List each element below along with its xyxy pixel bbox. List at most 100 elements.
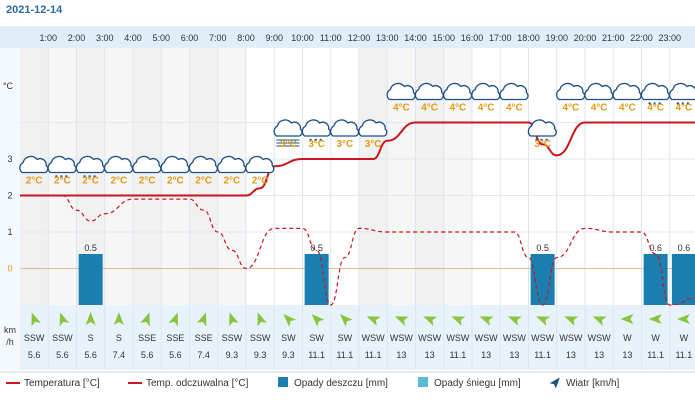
wind-direction: WSW bbox=[418, 333, 441, 343]
arrow-shape bbox=[549, 377, 560, 389]
hour-label: 22:00 bbox=[630, 33, 653, 43]
wind-arrow-icon bbox=[59, 312, 70, 327]
cloud-drizzle-icon bbox=[669, 82, 695, 105]
wind-direction: S bbox=[116, 333, 122, 343]
temp-label: 3°C bbox=[534, 139, 551, 150]
legend-snow-label: Opady śniegu [mm] bbox=[434, 378, 521, 389]
column-bg bbox=[133, 48, 162, 305]
wind-arrow-icon bbox=[394, 316, 409, 326]
temp-label: 3°C bbox=[308, 139, 325, 150]
wind-speed: 13 bbox=[396, 350, 406, 360]
hour-label: 17:00 bbox=[489, 33, 512, 43]
feels-like-series bbox=[20, 194, 695, 306]
arrow-shape bbox=[196, 312, 207, 327]
wind-direction: WSW bbox=[475, 333, 498, 343]
y-axis-strip bbox=[0, 48, 20, 370]
temp-label: 2°C bbox=[139, 176, 156, 187]
rain-bar bbox=[671, 254, 695, 305]
arrow-shape bbox=[676, 314, 690, 324]
wind-direction: SSE bbox=[195, 333, 213, 343]
arrow-shape bbox=[536, 316, 551, 326]
wind-arrow-icon bbox=[113, 312, 124, 325]
rain-bar bbox=[304, 254, 329, 305]
cloud-drizzle-icon bbox=[640, 82, 670, 105]
temp-label: 2°C bbox=[54, 176, 71, 187]
wind-direction: SSW bbox=[250, 333, 271, 343]
column-bg bbox=[217, 48, 246, 305]
arrow-shape bbox=[507, 316, 522, 326]
wind-arrow-icon bbox=[592, 316, 607, 326]
wind-speed: 5.6 bbox=[141, 350, 154, 360]
temp-label: 4°C bbox=[619, 103, 636, 114]
temp-label: 4°C bbox=[449, 103, 466, 114]
y-tick-label: 2 bbox=[7, 191, 12, 201]
wind-arrow-icon bbox=[85, 312, 96, 325]
temp-label: 3°C bbox=[280, 139, 297, 150]
wind-arrow-icon bbox=[620, 314, 634, 324]
wind-arrow-icon bbox=[283, 314, 297, 327]
cloud-shape bbox=[527, 119, 557, 137]
wind-arrow-icon bbox=[257, 312, 267, 327]
drizzle-dot bbox=[88, 175, 91, 178]
wind-direction: WSW bbox=[559, 333, 582, 343]
column-bg bbox=[246, 48, 275, 305]
arrow-shape bbox=[564, 316, 579, 326]
wind-arrow-icon bbox=[676, 314, 690, 324]
wind-direction: SSE bbox=[166, 333, 184, 343]
wind-speed: 13 bbox=[509, 350, 519, 360]
hour-label: 11:00 bbox=[320, 33, 342, 43]
wind-speed: 13 bbox=[425, 350, 435, 360]
cloud-shape bbox=[358, 119, 388, 137]
hour-label: 15:00 bbox=[432, 33, 455, 43]
cloud-icon bbox=[245, 155, 275, 174]
wind-arrow-icon bbox=[648, 314, 662, 324]
wind-speed: 7.4 bbox=[197, 350, 210, 360]
arrow-shape bbox=[423, 316, 438, 326]
wind-arrow-icon bbox=[140, 312, 150, 327]
drizzle-dot bbox=[93, 175, 96, 178]
wind-direction: SW bbox=[338, 333, 353, 343]
rain-value-label: 0.5 bbox=[536, 243, 549, 253]
arrow-shape bbox=[168, 312, 179, 327]
drizzle-dot bbox=[545, 138, 548, 142]
column-bg bbox=[330, 48, 359, 305]
arrow-shape bbox=[592, 316, 607, 326]
wind-speed: 13 bbox=[481, 350, 491, 360]
hour-label: 10:00 bbox=[291, 33, 314, 43]
drizzle-dot bbox=[681, 102, 685, 105]
arrow-shape bbox=[85, 312, 96, 325]
y-axis-unit: °C bbox=[3, 81, 14, 91]
drizzle-dot bbox=[55, 175, 58, 178]
rain-value-label: 0.5 bbox=[310, 243, 323, 253]
wind-direction: WSW bbox=[390, 333, 413, 343]
drizzle-dot bbox=[686, 102, 690, 105]
hour-label: 19:00 bbox=[545, 33, 568, 43]
arrow-shape bbox=[257, 312, 267, 327]
y-tick-label: 3 bbox=[7, 154, 12, 164]
hour-label: 16:00 bbox=[461, 33, 484, 43]
wind-speed: 13 bbox=[622, 350, 632, 360]
wind-speed: 13 bbox=[566, 350, 576, 360]
drizzle-dot bbox=[658, 102, 661, 105]
wind-speed: 11.1 bbox=[675, 350, 692, 360]
y-tick-label: 1 bbox=[7, 227, 12, 237]
arrow-shape bbox=[283, 314, 297, 327]
wind-speed: 11.1 bbox=[336, 350, 353, 360]
cloud-shape bbox=[245, 155, 275, 174]
rain-value-label: 0.6 bbox=[678, 243, 691, 253]
wind-unit-label: /h bbox=[6, 337, 14, 347]
wind-arrow-icon bbox=[229, 312, 239, 327]
column-bg bbox=[274, 48, 303, 305]
wind-direction: S bbox=[88, 333, 94, 343]
arrow-shape bbox=[229, 312, 239, 327]
drizzle-dot bbox=[535, 138, 538, 142]
wind-direction: SSW bbox=[52, 333, 73, 343]
y-tick-label: 0 bbox=[7, 264, 12, 274]
wind-arrow-icon bbox=[564, 316, 579, 326]
legend-rain-label: Opady deszczu [mm] bbox=[294, 378, 388, 389]
cloud-fog-icon bbox=[273, 119, 303, 147]
arrow-shape bbox=[113, 312, 124, 325]
wind-direction: SSW bbox=[24, 333, 45, 343]
temp-label: 2°C bbox=[26, 176, 43, 187]
